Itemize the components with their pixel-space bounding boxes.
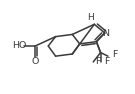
- Text: H: H: [87, 13, 94, 22]
- Text: F: F: [112, 50, 117, 59]
- Text: N: N: [102, 29, 109, 38]
- Text: O: O: [31, 57, 39, 66]
- Text: HO: HO: [12, 41, 26, 50]
- Text: F: F: [104, 57, 109, 66]
- Text: F: F: [95, 57, 101, 66]
